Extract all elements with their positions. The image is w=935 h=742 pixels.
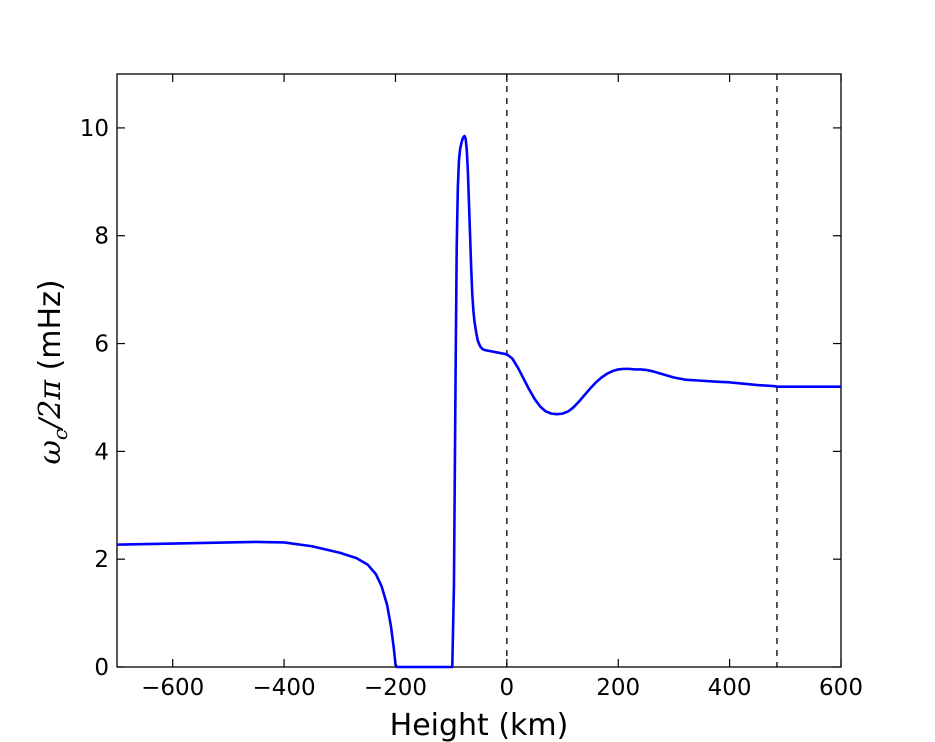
y-axis-label-subscript: c	[48, 429, 72, 440]
y-axis-label-fraction: /2π	[33, 379, 68, 432]
y-tick-label: 6	[94, 332, 109, 358]
x-tick-label: 0	[500, 675, 515, 701]
series-line-1	[116, 134, 841, 669]
y-tick-label: 4	[94, 439, 109, 465]
x-tick-label: 200	[596, 675, 640, 701]
x-tick-label: −400	[252, 675, 315, 701]
x-tick-label: −600	[141, 675, 204, 701]
plot-frame	[116, 73, 842, 668]
series-lines	[116, 134, 841, 669]
y-axis-label: ωc/2π (mHz)	[33, 279, 72, 464]
x-tick-label: −200	[364, 675, 427, 701]
y-axis-label-unit: (mHz)	[33, 279, 68, 379]
y-axis-ticks: 0 2 4 6 8 10	[80, 116, 841, 681]
y-tick-label: 8	[94, 224, 109, 250]
x-tick-label: 400	[708, 675, 752, 701]
x-axis-label: Height (km)	[390, 708, 569, 742]
x-tick-label: 600	[819, 675, 863, 701]
y-tick-label: 2	[94, 547, 109, 573]
vertical-reference-lines	[506, 74, 778, 667]
y-tick-label: 0	[94, 655, 109, 681]
y-axis-label-omega: ω	[33, 440, 68, 464]
y-tick-label: 10	[80, 116, 109, 142]
x-axis-ticks: −600 −400 −200 0 200 400 600	[141, 74, 863, 701]
